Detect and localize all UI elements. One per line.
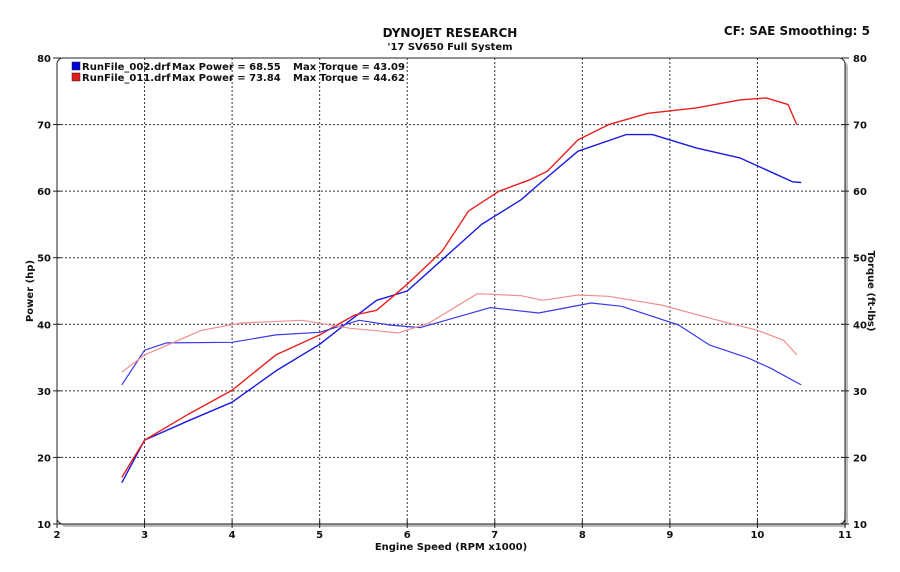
torque-curve-runfile_002: [121, 302, 802, 386]
x-tick-label: 11: [838, 530, 852, 541]
y2-tick-label: 40: [853, 320, 867, 331]
power-curve-runfile_011: [121, 97, 798, 478]
y2-tick-label: 70: [853, 121, 867, 132]
x-tick-label: 10: [750, 530, 764, 541]
legend-max-power: Max Power = 73.84: [172, 73, 281, 84]
y-tick-label: 30: [37, 387, 51, 398]
x-tick-label: 7: [491, 530, 498, 541]
x-tick-label: 6: [404, 530, 411, 541]
legend-max-torque: Max Torque = 43.09: [293, 62, 405, 73]
correction-settings: CF: SAE Smoothing: 5: [723, 24, 870, 38]
x-axis-label: Engine Speed (RPM x1000): [375, 542, 527, 553]
x-tick-label: 5: [316, 530, 323, 541]
x-tick-label: 4: [229, 530, 236, 541]
x-tick-label: 8: [579, 530, 586, 541]
x-tick-label: 2: [54, 530, 61, 541]
x-tick-label: 9: [666, 530, 673, 541]
legend-swatch: [71, 61, 81, 71]
plot-area: [56, 57, 846, 525]
y2-tick-label: 20: [853, 453, 867, 464]
legend-file: RunFile_002.drf: [82, 62, 171, 73]
x-tick-label: 3: [141, 530, 148, 541]
y2-tick-label: 60: [853, 187, 867, 198]
y2-axis-label: Torque (ft-lbs): [865, 251, 876, 332]
y-tick-label: 80: [37, 54, 51, 65]
y2-tick-label: 50: [853, 254, 867, 265]
chart-subtitle: '17 SV650 Full System: [387, 42, 513, 53]
y-tick-label: 10: [37, 520, 51, 531]
y-axis-label: Power (hp): [25, 260, 36, 322]
y2-tick-label: 30: [853, 387, 867, 398]
y-tick-label: 60: [37, 187, 51, 198]
y-tick-label: 50: [37, 254, 51, 265]
y2-tick-label: 80: [853, 54, 867, 65]
chart-title: DYNOJET RESEARCH: [382, 26, 518, 40]
y-tick-label: 70: [37, 121, 51, 132]
legend-swatch: [71, 72, 81, 82]
y-tick-label: 40: [37, 320, 51, 331]
y2-tick-label: 10: [853, 520, 867, 531]
legend-max-power: Max Power = 68.55: [172, 62, 281, 73]
power-curve-runfile_002: [121, 133, 802, 484]
torque-curve-runfile_011: [121, 293, 798, 373]
legend-file: RunFile_011.drf: [82, 73, 171, 84]
y-tick-label: 20: [37, 453, 51, 464]
legend-max-torque: Max Torque = 44.62: [293, 73, 405, 84]
